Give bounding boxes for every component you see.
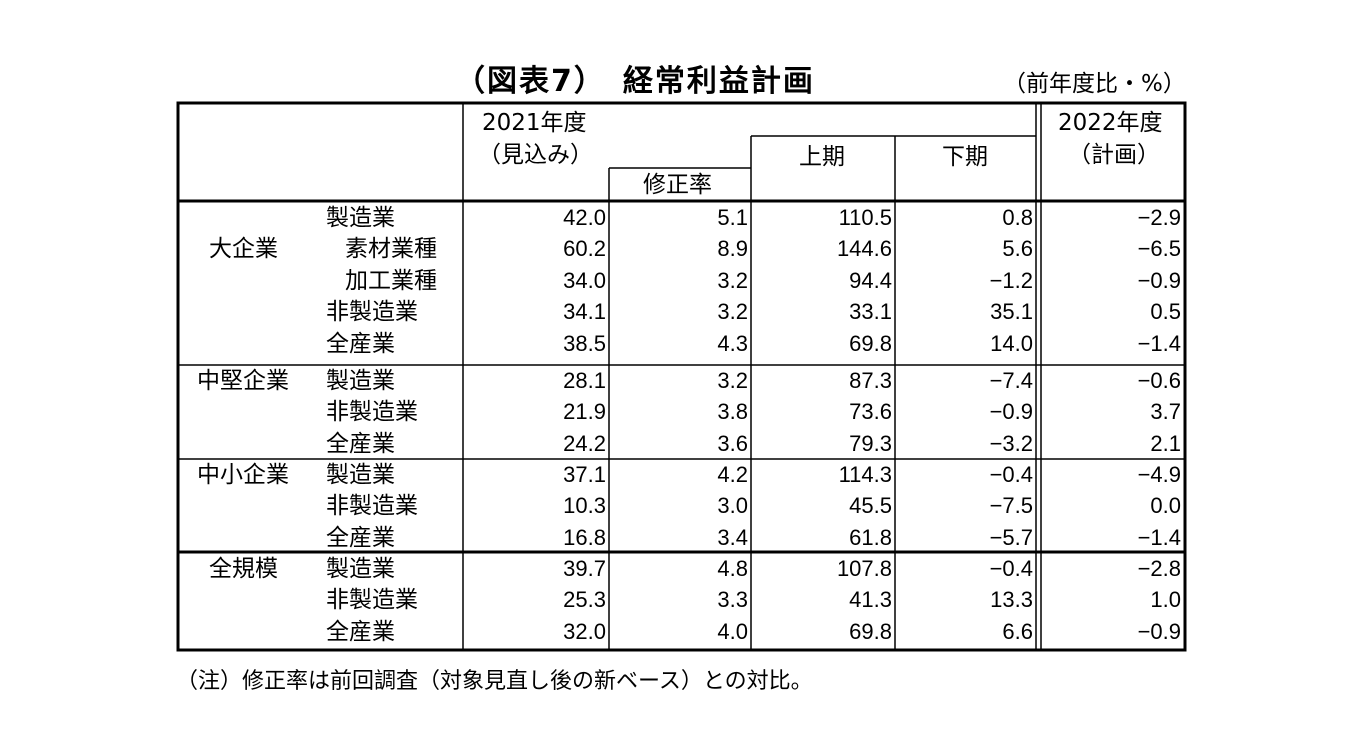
- table-cell: 144.6: [836, 236, 892, 262]
- table-cell: 3.7: [1150, 399, 1181, 425]
- table-cell: 3.2: [717, 299, 748, 325]
- table-cell: −2.8: [1137, 556, 1181, 581]
- row-label: 非製造業: [326, 587, 418, 614]
- unit-label: （前年度比・%）: [1003, 71, 1186, 97]
- table-cell: 38.5: [563, 330, 606, 356]
- table-cell: 6.6: [1002, 618, 1033, 644]
- table-cell: −0.4: [989, 556, 1033, 581]
- header-first-half: 上期: [799, 144, 845, 170]
- table-cell: 3.2: [717, 267, 748, 293]
- table-cell: −3.2: [989, 430, 1033, 456]
- table-cell: 69.8: [849, 330, 892, 356]
- table-cell: −6.5: [1137, 236, 1181, 262]
- footnote: （注）修正率は前回調査（対象見直し後の新ベース）との対比。: [176, 669, 813, 694]
- table-cell: 60.2: [563, 236, 606, 262]
- row-label: 製造業: [326, 205, 395, 231]
- row-label: 非製造業: [326, 399, 418, 426]
- table-cell: 5.1: [717, 205, 748, 230]
- table-cell: 107.8: [836, 556, 892, 581]
- table-cell: 37.1: [563, 462, 606, 487]
- table-title: （図表7） 経常利益計画: [455, 64, 815, 99]
- table-cell: 3.3: [717, 587, 748, 613]
- table-cell: 1.0: [1150, 587, 1181, 613]
- table-cell: 4.3: [717, 330, 748, 356]
- table-cell: 34.0: [563, 267, 606, 293]
- group-label: 中小企業: [197, 462, 289, 488]
- row-label: 全産業: [326, 330, 395, 357]
- table-cell: 24.2: [563, 430, 606, 456]
- table-cell: 28.1: [563, 368, 606, 393]
- table-cell: 21.9: [563, 399, 606, 425]
- table-cell: 16.8: [563, 524, 606, 550]
- table-cell: 34.1: [563, 299, 606, 325]
- row-label: 素材業種: [345, 236, 437, 263]
- header-second-half: 下期: [942, 144, 988, 170]
- table-cell: 0.5: [1150, 299, 1181, 325]
- table-cell: 33.1: [849, 299, 892, 325]
- table-cell: 3.0: [717, 493, 748, 519]
- table-cell: 41.3: [849, 587, 892, 613]
- table-cell: 14.0: [990, 330, 1033, 356]
- header-fy2021-estimate: （見込み）: [478, 142, 593, 168]
- table-cell: 73.6: [849, 399, 892, 425]
- table-cell: −2.9: [1137, 205, 1181, 230]
- group-label: 全規模: [209, 556, 278, 582]
- table-cell: −4.9: [1137, 462, 1181, 487]
- table-cell: −0.9: [1137, 618, 1181, 644]
- row-label: 製造業: [326, 556, 395, 582]
- table-cell: 4.8: [717, 556, 748, 581]
- table-cell: −7.5: [989, 493, 1033, 519]
- table-cell: 4.0: [717, 618, 748, 644]
- table-cell: 0.0: [1150, 493, 1181, 519]
- table-cell: 4.2: [717, 462, 748, 487]
- table-cell: −5.7: [989, 524, 1033, 550]
- table-cell: 3.6: [717, 430, 748, 456]
- table-cell: −0.9: [1137, 267, 1181, 293]
- header-fy2022-year: 2022年度: [1058, 110, 1163, 136]
- table-cell: 8.9: [717, 236, 748, 262]
- table-cell: 10.3: [563, 493, 606, 519]
- table-cell: 87.3: [849, 368, 892, 393]
- table-cell: 2.1: [1150, 430, 1181, 456]
- table-cell: −1.4: [1137, 330, 1181, 356]
- table-cell: 79.3: [849, 430, 892, 456]
- table-cell: 5.6: [1002, 236, 1033, 262]
- table-cell: −7.4: [989, 368, 1033, 393]
- table-cell: 114.3: [838, 462, 892, 487]
- table-cell: 110.5: [838, 205, 892, 230]
- table-cell: 13.3: [990, 587, 1033, 613]
- table-cell: −1.2: [989, 267, 1033, 293]
- table-cell: 69.8: [849, 618, 892, 644]
- table-cell: 45.5: [849, 493, 892, 519]
- table-cell: −1.4: [1137, 524, 1181, 550]
- row-label: 製造業: [326, 368, 395, 394]
- row-label: 非製造業: [326, 299, 418, 326]
- table-cell: −0.4: [989, 462, 1033, 487]
- table-cell: 61.8: [849, 524, 892, 550]
- row-label: 全産業: [326, 524, 395, 551]
- table-cell: 94.4: [849, 267, 892, 293]
- group-label: 大企業: [209, 236, 278, 263]
- header-fy2022-plan: （計画）: [1068, 142, 1160, 168]
- table-cell: −0.9: [989, 399, 1033, 425]
- table-cell: 3.4: [717, 524, 748, 550]
- row-label: 非製造業: [326, 493, 418, 520]
- table-cell: 0.8: [1002, 205, 1033, 230]
- table-cell: 35.1: [990, 299, 1033, 325]
- group-label: 中堅企業: [197, 368, 289, 394]
- row-label: 全産業: [326, 430, 395, 457]
- table-cell: 42.0: [563, 205, 606, 230]
- header-fy2021-year: 2021年度: [482, 110, 587, 136]
- table-cell: 3.8: [717, 399, 748, 425]
- row-label: 製造業: [326, 462, 395, 488]
- table-cell: 39.7: [563, 556, 606, 581]
- header-revision-rate: 修正率: [643, 172, 712, 198]
- table-cell: 32.0: [563, 618, 606, 644]
- row-label: 加工業種: [345, 267, 437, 294]
- table-cell: 3.2: [717, 368, 748, 393]
- table-cell: 25.3: [563, 587, 606, 613]
- row-label: 全産業: [326, 618, 395, 645]
- table-cell: −0.6: [1137, 368, 1181, 393]
